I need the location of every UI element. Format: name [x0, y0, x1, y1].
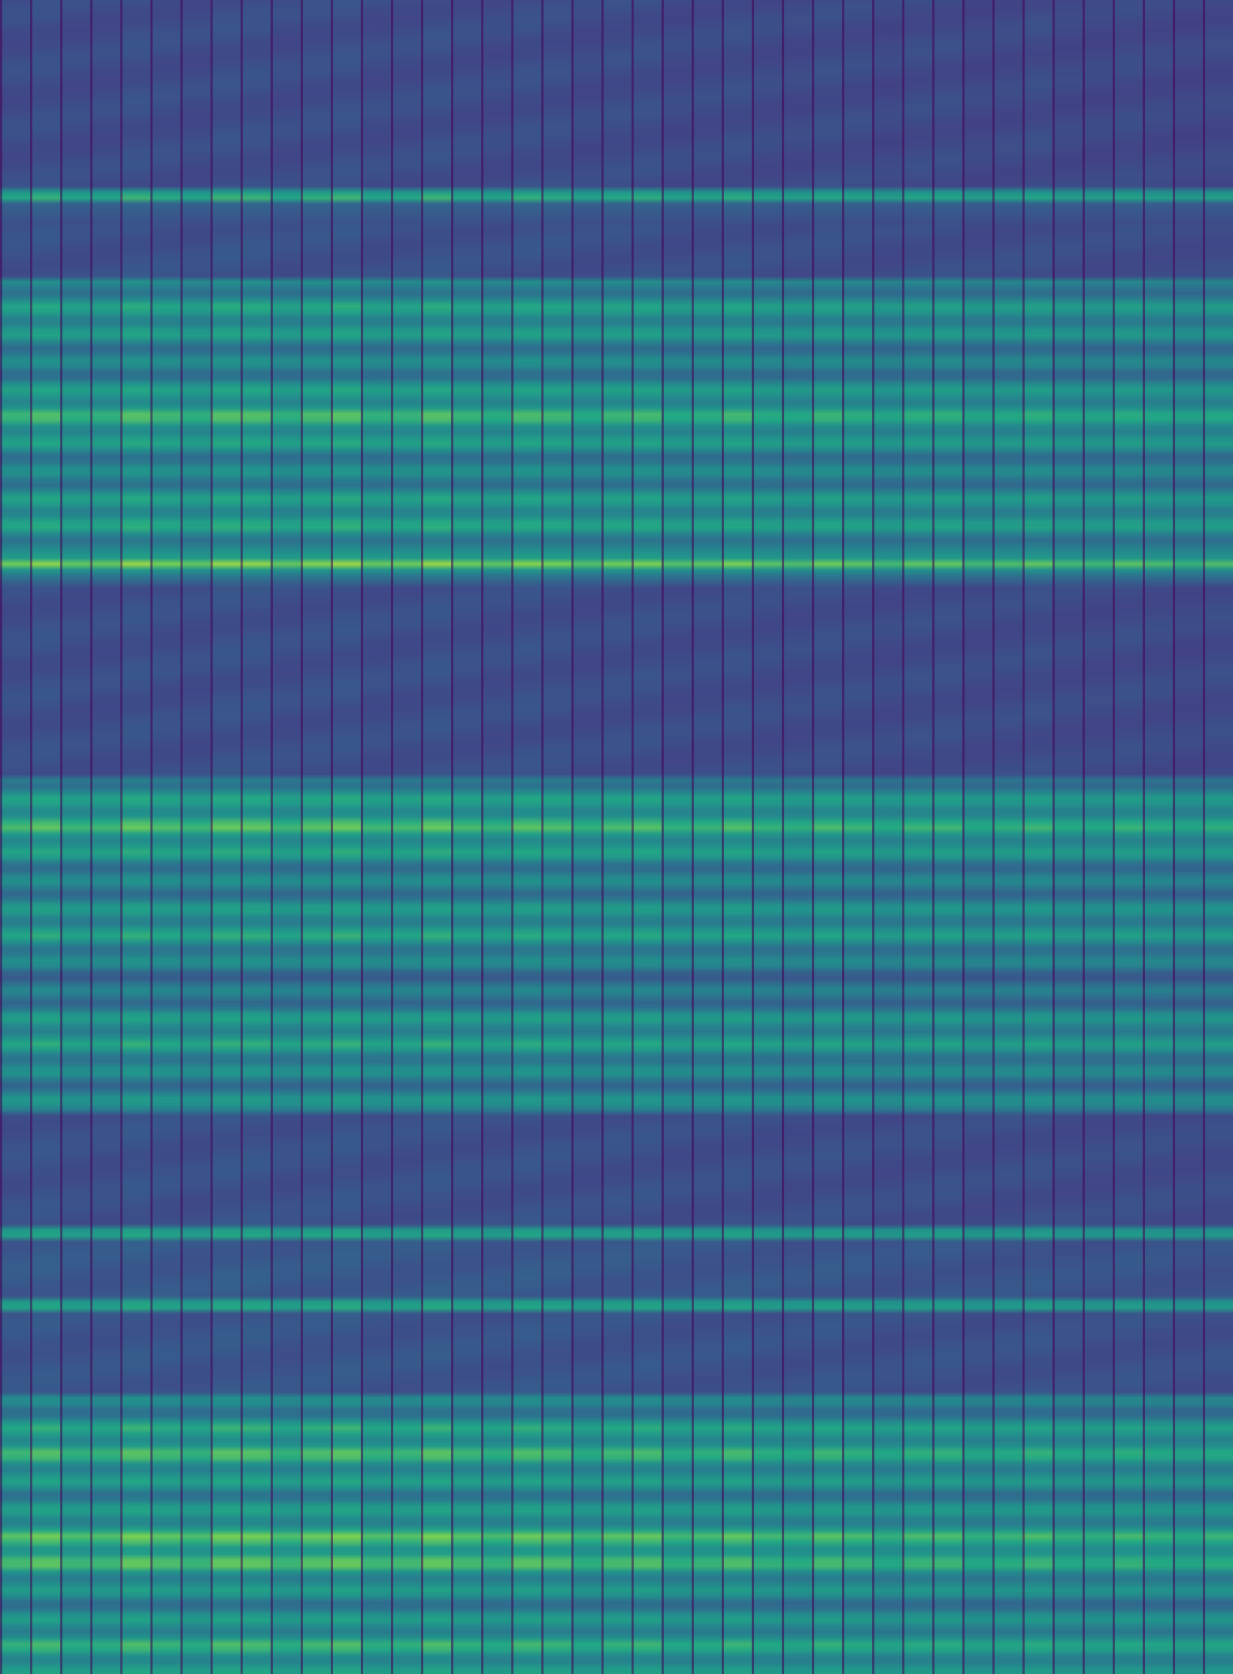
- column-separator-9: [240, 0, 243, 1674]
- column-separator-29: [842, 0, 845, 1674]
- column-separator-39: [1142, 0, 1145, 1674]
- heatmap-column-19: [541, 0, 572, 1674]
- heatmap-column-10: [270, 0, 302, 1674]
- heatmap-column-5: [120, 0, 151, 1674]
- column-separator-34: [992, 0, 995, 1674]
- heatmap-column-37: [1082, 0, 1114, 1674]
- heatmap-column-1: [0, 0, 31, 1674]
- heatmap-column-32: [932, 0, 963, 1674]
- column-separator-38: [1112, 0, 1115, 1674]
- heatmap-column-22: [631, 0, 663, 1674]
- column-separator-21: [601, 0, 604, 1674]
- heatmap-column-27: [781, 0, 813, 1674]
- heatmap-column-18: [511, 0, 542, 1674]
- heatmap-column-2: [30, 0, 61, 1674]
- column-separator-11: [300, 0, 303, 1674]
- heatmap-column-41: [1202, 0, 1233, 1674]
- heatmap-column-35: [1022, 0, 1054, 1674]
- column-separator-14: [390, 0, 394, 1674]
- column-separator-30: [872, 0, 875, 1674]
- column-separator-28: [811, 0, 815, 1674]
- column-separator-36: [1052, 0, 1055, 1674]
- column-separator-2: [30, 0, 33, 1674]
- column-separator-18: [511, 0, 514, 1674]
- heatmap-column-8: [210, 0, 242, 1674]
- heatmap-column-29: [842, 0, 873, 1674]
- heatmap-column-31: [902, 0, 933, 1674]
- heatmap-column-12: [330, 0, 362, 1674]
- heatmap-column-9: [240, 0, 272, 1674]
- heatmap-column-16: [451, 0, 482, 1674]
- column-separator-20: [571, 0, 574, 1674]
- heatmap-column-25: [721, 0, 753, 1674]
- column-separator-3: [60, 0, 63, 1674]
- column-separator-41: [1202, 0, 1206, 1674]
- heatmap-column-6: [150, 0, 182, 1674]
- column-separator-16: [451, 0, 454, 1674]
- heatmap-column-17: [481, 0, 512, 1674]
- column-separator-24: [691, 0, 694, 1674]
- column-separator-7: [180, 0, 183, 1674]
- heatmap-column-38: [1112, 0, 1144, 1674]
- heatmap-column-36: [1052, 0, 1084, 1674]
- column-separator-27: [781, 0, 785, 1674]
- heatmap-column-14: [390, 0, 422, 1674]
- column-separator-19: [541, 0, 544, 1674]
- column-separator-17: [481, 0, 484, 1674]
- column-separator-26: [751, 0, 755, 1674]
- heatmap-column-20: [571, 0, 603, 1674]
- column-separator-13: [360, 0, 364, 1674]
- heatmap-column-3: [60, 0, 91, 1674]
- heatmap-column-24: [691, 0, 723, 1674]
- heatmap-column-39: [1142, 0, 1174, 1674]
- column-separator-37: [1082, 0, 1085, 1674]
- column-separator-1: [0, 0, 3, 1674]
- heatmap-column-21: [601, 0, 633, 1674]
- heatmap-column-34: [992, 0, 1024, 1674]
- heatmap-column-7: [180, 0, 212, 1674]
- heatmap-column-26: [751, 0, 783, 1674]
- heatmap-column-4: [90, 0, 121, 1674]
- column-separator-40: [1172, 0, 1176, 1674]
- column-separator-35: [1022, 0, 1025, 1674]
- heatmap-column-15: [421, 0, 452, 1674]
- column-separator-8: [210, 0, 213, 1674]
- column-separator-10: [270, 0, 273, 1674]
- column-separator-31: [902, 0, 905, 1674]
- column-separator-4: [90, 0, 93, 1674]
- column-separator-25: [721, 0, 724, 1674]
- heatmap-column-30: [872, 0, 903, 1674]
- heatmap-column-28: [811, 0, 843, 1674]
- column-separator-5: [120, 0, 123, 1674]
- heatmap-column-13: [360, 0, 392, 1674]
- column-separator-6: [150, 0, 153, 1674]
- heatmap-column-23: [661, 0, 693, 1674]
- column-separator-33: [962, 0, 965, 1674]
- column-separator-22: [631, 0, 634, 1674]
- column-separator-12: [330, 0, 333, 1674]
- column-separator-15: [421, 0, 424, 1674]
- heatmap-column-11: [300, 0, 332, 1674]
- column-separator-32: [932, 0, 935, 1674]
- column-separator-23: [661, 0, 664, 1674]
- heatmap-column-33: [962, 0, 994, 1674]
- heatmap-column-40: [1172, 0, 1204, 1674]
